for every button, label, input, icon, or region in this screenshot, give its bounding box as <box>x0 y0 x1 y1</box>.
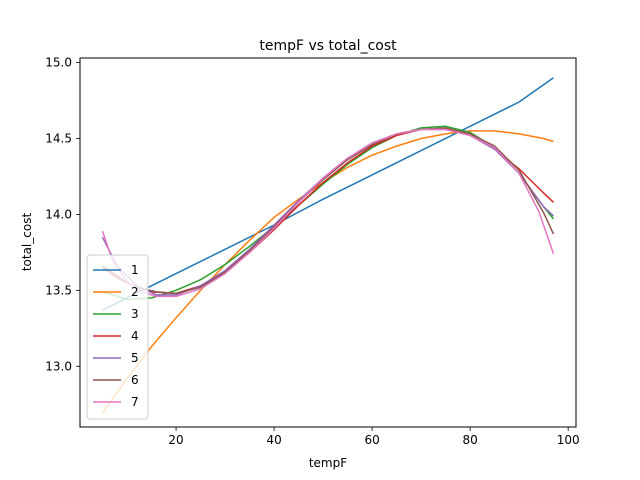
legend-label: 2 <box>131 285 139 299</box>
x-tick-label: 40 <box>266 433 281 447</box>
legend-label: 6 <box>131 373 139 387</box>
x-axis-label: tempF <box>309 456 347 470</box>
series-line-1 <box>102 77 554 311</box>
y-tick-label: 13.0 <box>45 359 72 373</box>
legend-label: 5 <box>131 351 139 365</box>
series-line-4 <box>102 128 555 295</box>
y-axis-label: total_cost <box>20 213 34 272</box>
y-tick-label: 13.5 <box>45 283 72 297</box>
y-tick-label: 14.0 <box>45 207 72 221</box>
series-line-3 <box>102 125 555 301</box>
x-tick-label: 100 <box>557 433 580 447</box>
x-axis-ticks: 20 40 60 80 100 <box>168 427 580 447</box>
legend-label: 3 <box>131 307 139 321</box>
plot-frame <box>79 57 577 428</box>
plot-lines <box>101 77 555 414</box>
series-line-6 <box>102 127 555 295</box>
y-axis-ticks: 13.0 13.5 14.0 14.5 15.0 <box>45 56 80 373</box>
legend-label: 1 <box>131 263 139 277</box>
series-line-5 <box>101 128 555 296</box>
y-tick-label: 14.5 <box>45 131 72 145</box>
x-tick-label: 80 <box>462 433 477 447</box>
legend-label: 7 <box>131 395 139 409</box>
legend: 1 2 3 4 5 6 7 <box>86 254 149 420</box>
legend-box <box>86 254 149 420</box>
series-line-7 <box>101 128 555 298</box>
y-tick-label: 15.0 <box>45 56 72 70</box>
legend-label: 4 <box>131 329 139 343</box>
x-tick-label: 20 <box>168 433 183 447</box>
chart-title: tempF vs total_cost <box>259 38 397 54</box>
x-tick-label: 60 <box>364 433 379 447</box>
